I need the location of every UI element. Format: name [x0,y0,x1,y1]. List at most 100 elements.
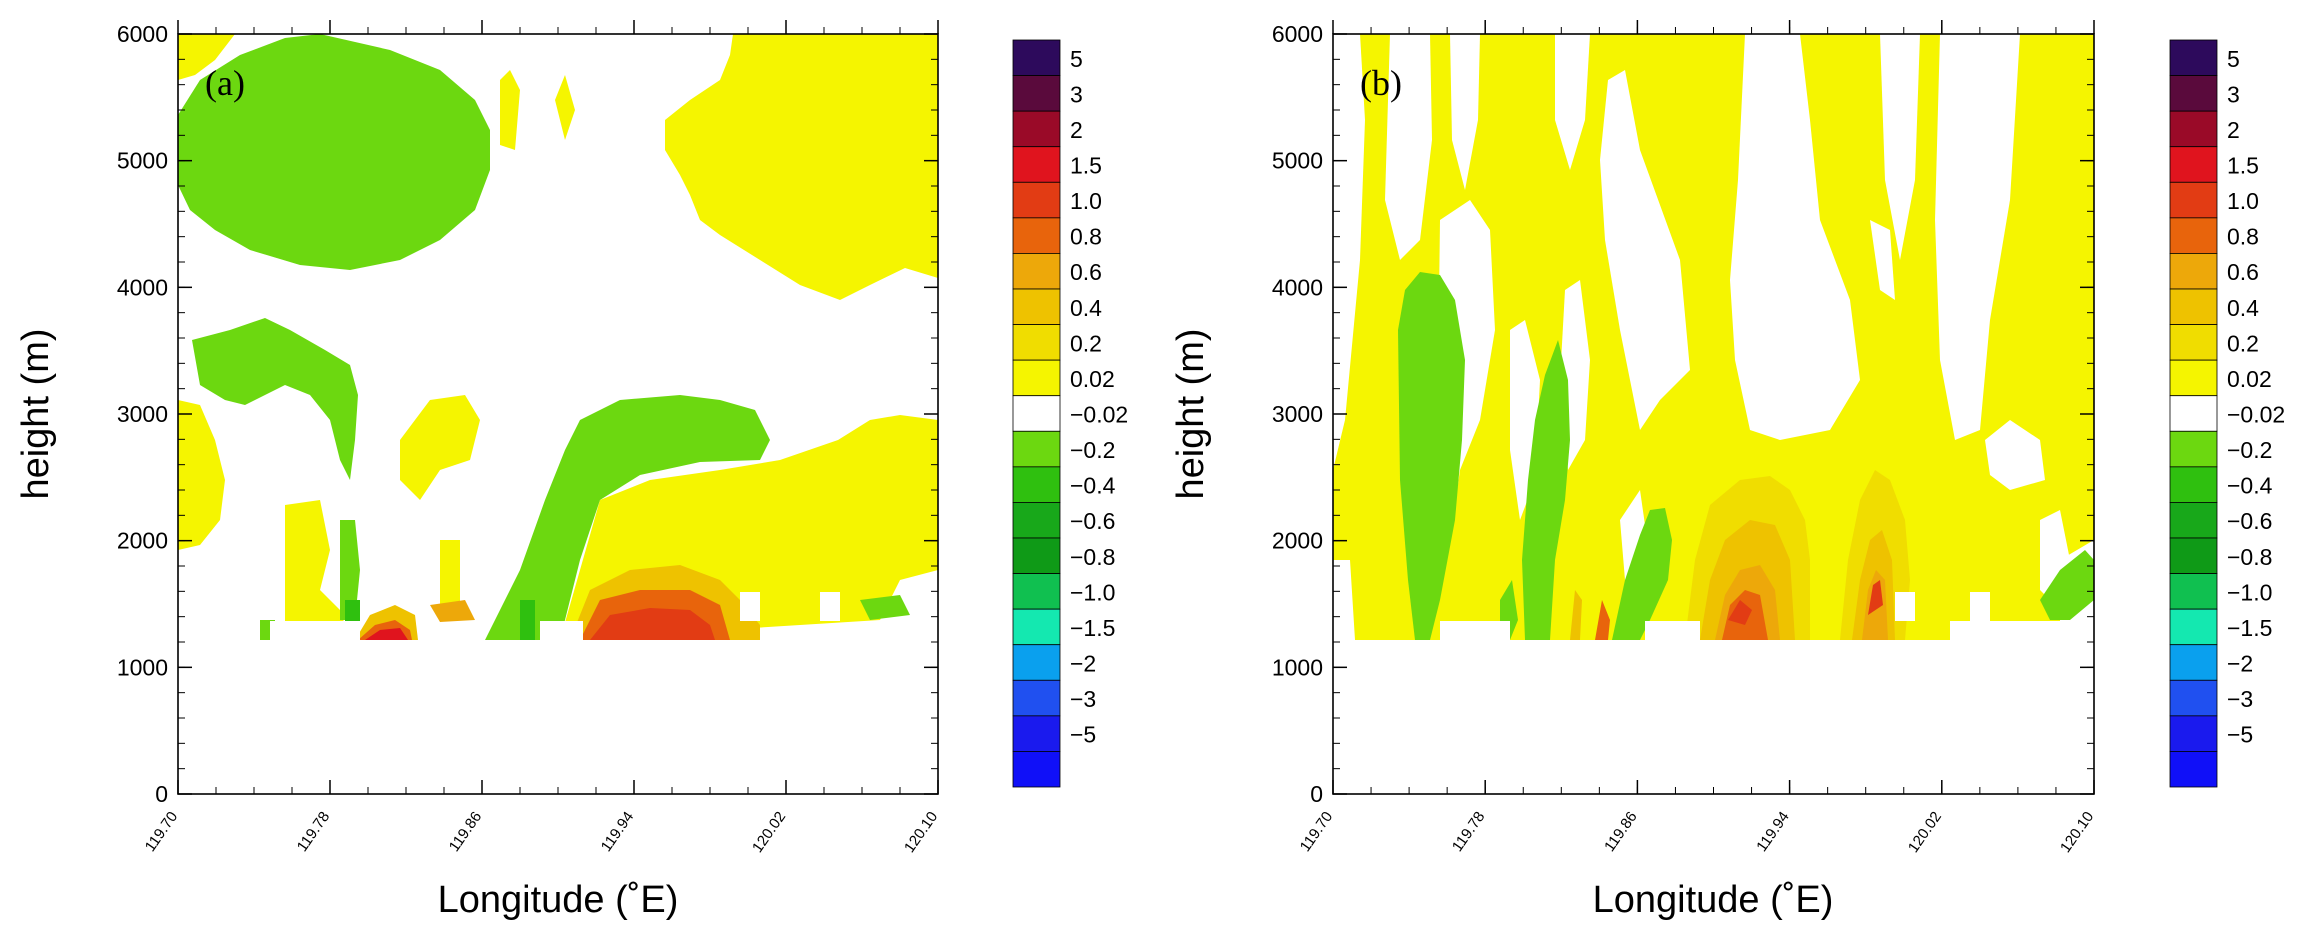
colorbar-label: −1.0 [2227,579,2272,605]
colorbar-swatch [2169,288,2218,325]
contour-fill-b [1333,34,2094,794]
colorbar-label: 0.4 [1070,295,1102,321]
colorbar-swatch [2169,359,2218,397]
colorbar-swatch [1012,288,1061,325]
colorbar-swatch [1012,430,1061,468]
colorbar-label: 3 [1070,81,1083,107]
panel-b: 119.70 119.78 119.86 119.94 120.02 120.10 0 100… [1170,20,2097,921]
y-tick-label: 4000 [1272,274,1323,300]
colorbar-swatch [2169,217,2218,254]
colorbar-label: 0.2 [1070,330,1102,356]
colorbar-swatch [1012,146,1061,183]
colorbar-swatch [2169,110,2218,148]
colorbar-label: −1.0 [1070,579,1115,605]
x-tick-label: 120.10 [901,809,941,856]
colorbar-swatch [1012,39,1061,76]
colorbar-swatch [1012,466,1061,503]
y-tick-label: 1000 [1272,654,1323,680]
colorbar-label: −2 [1070,651,1096,677]
colorbar-swatch [1012,608,1061,646]
colorbar-label: −0.6 [2227,508,2272,534]
colorbar-label: 0.2 [2227,330,2259,356]
colorbar-swatch [2169,751,2218,788]
colorbar-label: 5 [2227,46,2240,72]
colorbar-swatch [2169,502,2218,539]
colorbar-label: 1.5 [2227,153,2259,179]
colorbar-swatch [1012,502,1061,539]
colorbar-swatch [1012,644,1061,681]
colorbar-swatch [1012,181,1061,219]
colorbar-swatch [1012,715,1061,752]
colorbar-label: −3 [1070,686,1096,712]
colorbar-label: −1.5 [2227,615,2272,641]
colorbar-label: −1.5 [1070,615,1115,641]
y-tick-label: 6000 [1272,21,1323,47]
colorbar-label: −0.8 [2227,544,2272,570]
x-axis-title-a: Longitude (˚E) [438,879,679,921]
colorbar-label: 1.0 [1070,188,1102,214]
colorbar-swatch [2169,679,2218,717]
colorbar-swatch [2169,75,2218,112]
colorbar-swatch [2169,608,2218,646]
y-tick-label: 3000 [1272,401,1323,427]
colorbar-label: −0.4 [2227,473,2273,499]
y-axis-title-a: height (m) [15,328,57,499]
colorbar-label: 2 [2227,117,2240,143]
x-tick-label: 119.94 [598,809,638,855]
y-tick-label: 3000 [117,401,168,427]
y-tick-label: 1000 [117,654,168,680]
colorbar-label: 0.6 [1070,259,1102,285]
y-axis-title-b: height (m) [1170,328,1212,499]
panel-label-b: (b) [1360,63,1402,103]
panel-a: 119.70 119.78 119.86 119.94 120.02 120.10 0 100… [15,20,941,921]
x-tick-label: 119.94 [1753,809,1793,855]
x-tick-label: 119.70 [142,809,182,855]
y-tick-label: 2000 [1272,528,1323,554]
y-tick-label: 0 [155,781,168,807]
colorbar-swatch [1012,253,1061,290]
x-tick-label: 120.10 [2057,809,2097,856]
y-tick-label: 4000 [117,274,168,300]
x-tick-label: 119.70 [1297,809,1337,855]
colorbar-label: −2 [2227,651,2253,677]
colorbar-swatch [1012,75,1061,112]
y-tick-label: 0 [1310,781,1323,807]
colorbar-label: −0.8 [1070,544,1115,570]
colorbar-swatch [1012,573,1061,610]
colorbar-swatch [1012,395,1061,432]
colorbar-label: −3 [2227,686,2253,712]
colorbar-swatch [2169,39,2218,76]
colorbar-label: −0.2 [2227,437,2272,463]
colorbar-label: 0.6 [2227,259,2259,285]
colorbar-label: −5 [1070,722,1096,748]
y-tick-label: 5000 [117,148,168,174]
panel-label-a: (a) [205,63,245,103]
x-axis-title-b: Longitude (˚E) [1593,879,1834,921]
colorbar-b: 5 3 2 1.5 1.0 0.8 0.6 0.4 0.2 0.02 −0.02 −0.2 −0.4 −0… [2169,39,2285,788]
y-tick-label: 5000 [1272,148,1323,174]
y-tick-label: 6000 [117,21,168,47]
colorbar-label: −0.02 [2227,402,2285,428]
colorbar-label: 1.5 [1070,153,1102,179]
colorbar-swatch [2169,430,2218,468]
colorbar-label: −0.6 [1070,508,1115,534]
colorbar-label: −0.2 [1070,437,1115,463]
colorbar-swatch [2169,395,2218,432]
colorbar-swatch [1012,751,1061,788]
contour-fill-a [178,34,938,794]
colorbar-label: 1.0 [2227,188,2259,214]
colorbar-swatch [2169,537,2218,574]
colorbar-swatch [1012,679,1061,717]
colorbar-swatch [2169,466,2218,503]
colorbar-label: 0.02 [2227,366,2272,392]
x-tick-label: 119.86 [1601,809,1641,855]
x-tick-label: 120.02 [749,809,789,856]
x-tick-label: 120.02 [1905,809,1945,856]
colorbar-label: 5 [1070,46,1083,72]
colorbar-swatch [2169,715,2218,752]
colorbar-swatch [2169,644,2218,681]
colorbar-swatch [1012,359,1061,397]
colorbar-swatch [1012,324,1061,361]
x-tick-label: 119.78 [294,809,334,855]
